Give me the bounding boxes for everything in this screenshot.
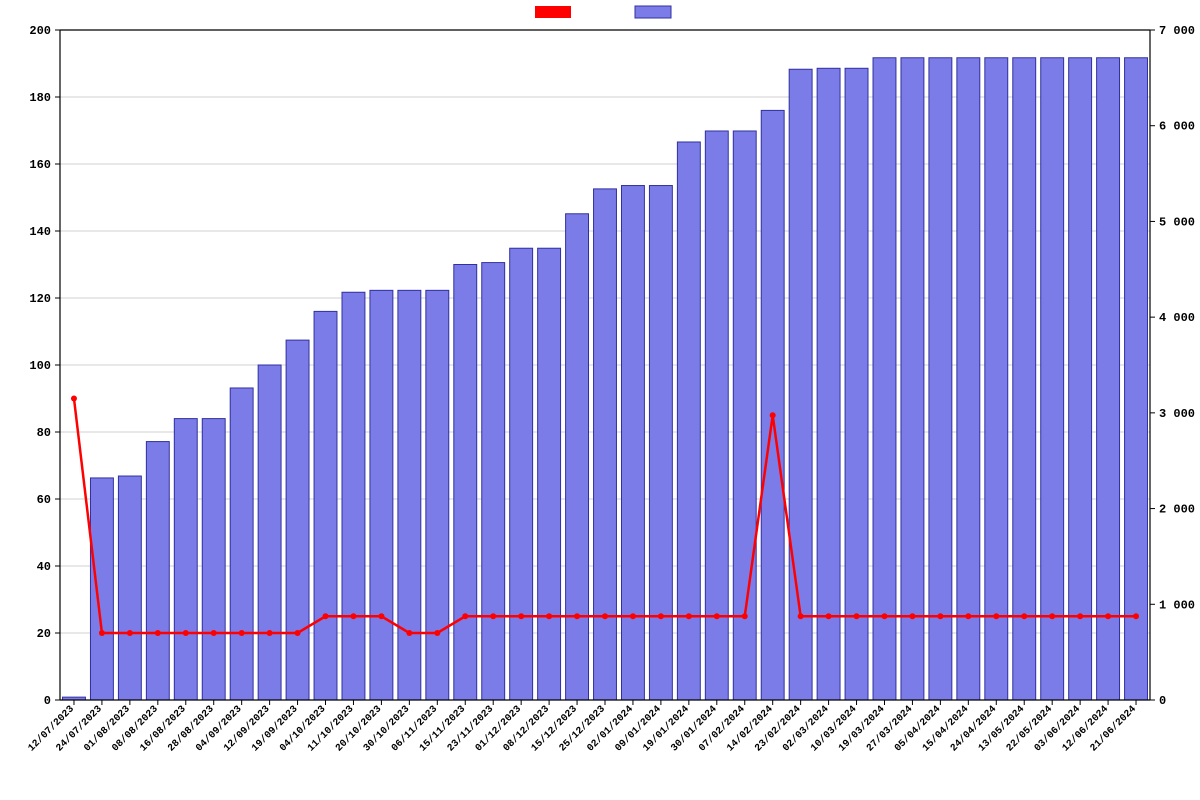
line-marker — [602, 613, 608, 619]
line-marker — [155, 630, 161, 636]
y-left-tick-label: 200 — [29, 24, 51, 38]
legend-swatch-bar — [635, 6, 671, 18]
bar — [370, 290, 393, 700]
line-marker — [350, 613, 356, 619]
bar — [314, 311, 337, 700]
y-left-tick-label: 180 — [29, 91, 51, 105]
y-left-tick-label: 0 — [44, 694, 51, 708]
line-marker — [1049, 613, 1055, 619]
bar — [1013, 58, 1036, 700]
bar — [985, 58, 1008, 700]
bar — [454, 265, 477, 701]
line-marker — [937, 613, 943, 619]
line-marker — [854, 613, 860, 619]
line-marker — [770, 412, 776, 418]
bar — [426, 290, 449, 700]
y-left-tick-label: 40 — [37, 560, 51, 574]
bar — [90, 478, 113, 700]
line-marker — [1133, 613, 1139, 619]
y-right-tick-label: 0 — [1159, 694, 1166, 708]
bar — [342, 292, 365, 700]
line-marker — [490, 613, 496, 619]
y-left-tick-label: 20 — [37, 627, 51, 641]
bar — [202, 419, 225, 700]
line-marker — [881, 613, 887, 619]
bar — [566, 214, 589, 700]
y-left-tick-label: 80 — [37, 426, 51, 440]
line-marker — [183, 630, 189, 636]
bar — [817, 68, 840, 700]
bar — [1069, 58, 1092, 700]
y-left-tick-label: 140 — [29, 225, 51, 239]
bar — [538, 248, 561, 700]
bar — [594, 189, 617, 700]
bar — [957, 58, 980, 700]
chart-container: 0 20 40 60 80 100 120 140 160 180 200 0 1 000 2 000 3 … — [0, 0, 1200, 800]
line-marker — [714, 613, 720, 619]
bar — [789, 69, 812, 700]
line-marker — [323, 613, 329, 619]
y-right-tick-label: 3 000 — [1159, 407, 1195, 421]
bar — [398, 290, 421, 700]
y-left-tick-label: 120 — [29, 292, 51, 306]
legend-swatch-line — [535, 6, 571, 18]
bar — [1125, 58, 1148, 700]
line-marker — [99, 630, 105, 636]
line-marker — [211, 630, 217, 636]
bar — [1041, 58, 1064, 700]
y-right-tick-label: 6 000 — [1159, 120, 1195, 134]
line-marker — [462, 613, 468, 619]
y-right-tick-label: 1 000 — [1159, 598, 1195, 612]
line-marker — [295, 630, 301, 636]
line-marker — [826, 613, 832, 619]
bar — [118, 476, 141, 700]
bar — [901, 58, 924, 700]
bar — [510, 248, 533, 700]
line-marker — [630, 613, 636, 619]
line-marker — [267, 630, 273, 636]
bar — [174, 419, 197, 700]
line-marker — [574, 613, 580, 619]
line-marker — [686, 613, 692, 619]
bar — [230, 388, 253, 700]
bar — [1097, 58, 1120, 700]
combo-chart: 0 20 40 60 80 100 120 140 160 180 200 0 1 000 2 000 3 … — [0, 0, 1200, 800]
y-right-tick-label: 7 000 — [1159, 24, 1195, 38]
bar — [929, 58, 952, 700]
line-marker — [1021, 613, 1027, 619]
y-right-tick-label: 2 000 — [1159, 503, 1195, 517]
bar — [146, 442, 169, 700]
bar — [286, 340, 309, 700]
bar — [649, 186, 672, 700]
line-marker — [239, 630, 245, 636]
bar — [873, 58, 896, 700]
line-marker — [1105, 613, 1111, 619]
line-marker — [658, 613, 664, 619]
line-marker — [1077, 613, 1083, 619]
y-right-tick-label: 4 000 — [1159, 311, 1195, 325]
line-marker — [406, 630, 412, 636]
line-marker — [71, 396, 77, 402]
line-marker — [546, 613, 552, 619]
y-left-tick-label: 60 — [37, 493, 51, 507]
y-left-tick-label: 100 — [29, 359, 51, 373]
line-marker — [798, 613, 804, 619]
y-right-tick-label: 5 000 — [1159, 215, 1195, 229]
bar — [621, 186, 644, 700]
line-marker — [378, 613, 384, 619]
line-marker — [993, 613, 999, 619]
line-marker — [909, 613, 915, 619]
bar — [845, 68, 868, 700]
line-marker — [742, 613, 748, 619]
y-left-tick-label: 160 — [29, 158, 51, 172]
line-marker — [434, 630, 440, 636]
bar — [761, 110, 784, 700]
line-marker — [127, 630, 133, 636]
bar — [482, 263, 505, 700]
line-marker — [518, 613, 524, 619]
bar — [258, 365, 281, 700]
line-marker — [965, 613, 971, 619]
